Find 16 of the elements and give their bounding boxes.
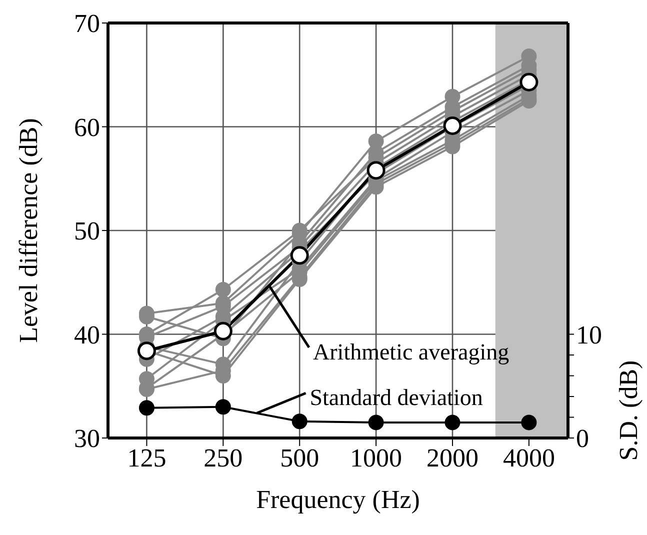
y-axis-title: Level difference (dB) [14, 118, 44, 343]
y2-tick-label: 0 [576, 424, 589, 454]
x-tick-label: 500 [280, 443, 320, 472]
x-tick-label: 2000 [426, 443, 478, 472]
y-tick-label: 50 [74, 216, 100, 246]
y2-tick-label: 10 [576, 320, 602, 350]
x-tick-label: 4000 [502, 443, 555, 472]
x-tick-label: 1000 [350, 443, 402, 472]
x-axis-title: Frequency (Hz) [256, 485, 420, 514]
y-tick-label: 40 [74, 320, 100, 350]
y2-axis-title: S.D. (dB) [614, 360, 644, 461]
x-tick-label: 125 [127, 443, 166, 472]
y-tick-label: 30 [74, 424, 100, 454]
y-tick-label: 70 [74, 9, 100, 38]
y-tick-label: 60 [74, 112, 100, 142]
x-tick-label: 250 [204, 443, 243, 472]
